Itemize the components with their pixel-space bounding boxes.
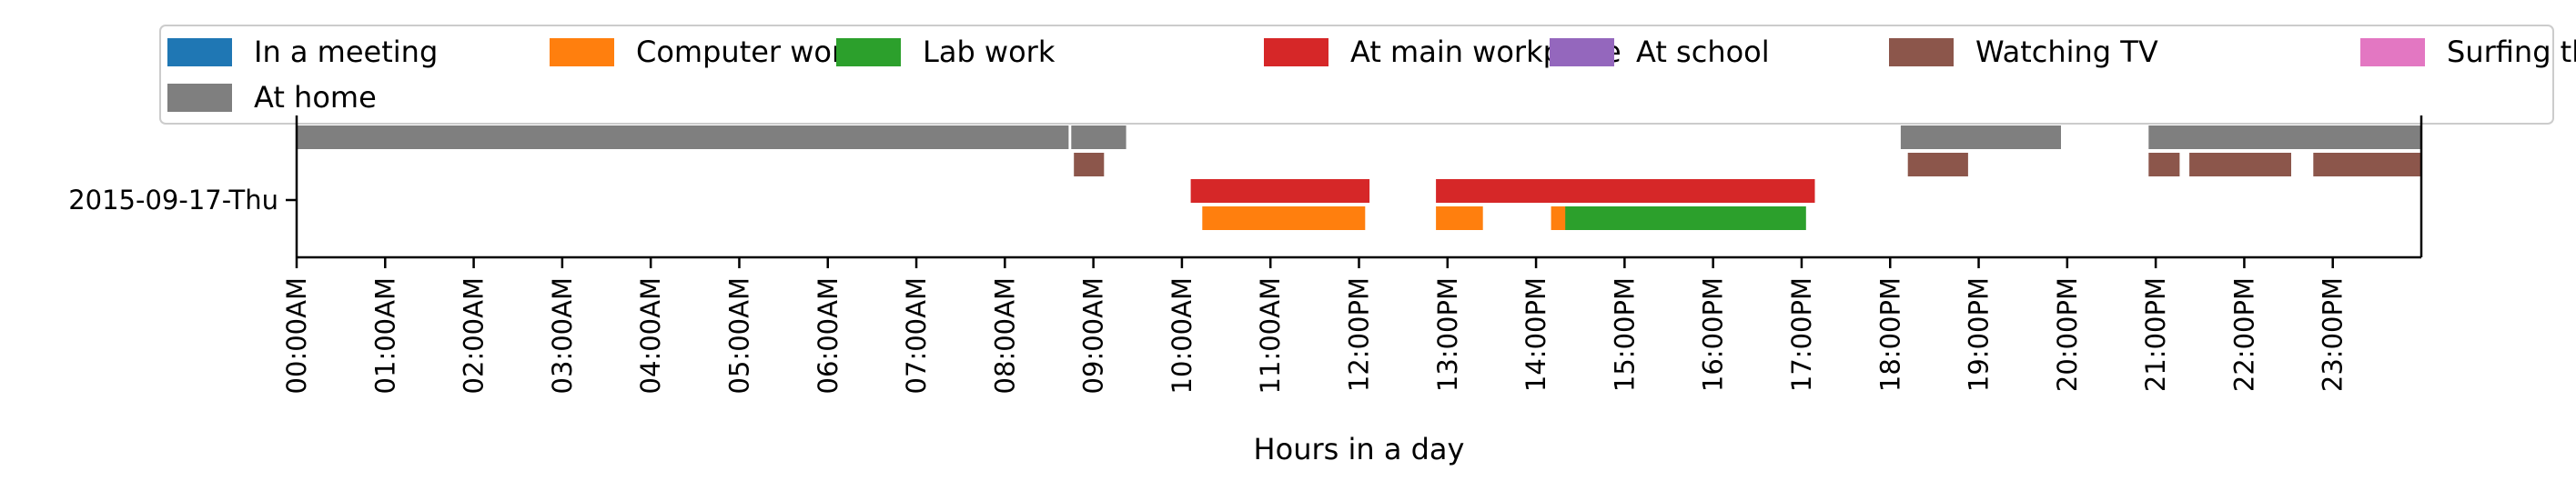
x-tick-label: 04:00AM	[635, 277, 666, 394]
axes: 00:00AM 01:00AM 02:00AM 03:00AM 04:00AM 05:00…	[68, 115, 2423, 394]
bar-watching-tv-0	[1074, 153, 1105, 176]
x-tick-label: 11:00AM	[1255, 277, 1286, 394]
bar-computer-work-1	[1436, 206, 1483, 230]
bar-lab-work-0	[1565, 206, 1806, 230]
x-tick-label: 14:00PM	[1520, 277, 1551, 392]
legend-label: Surfing the internet	[2447, 35, 2576, 69]
x-tick-label: 03:00AM	[547, 277, 578, 394]
x-tick-label: 05:00AM	[723, 277, 754, 394]
bar-computer-work-0	[1202, 206, 1366, 230]
x-tick-label: 17:00PM	[1786, 277, 1817, 392]
x-tick-label: 13:00PM	[1432, 277, 1463, 392]
legend-label: At school	[1636, 35, 1770, 69]
x-tick-label: 12:00PM	[1344, 277, 1375, 392]
activity-bars	[297, 125, 2421, 230]
legend-swatch	[2360, 38, 2425, 66]
legend-swatch	[1889, 38, 1954, 66]
legend-label: In a meeting	[254, 35, 438, 69]
legend-swatch	[167, 84, 232, 112]
bar-watching-tv-3	[2189, 153, 2291, 176]
x-tick-label: 06:00AM	[813, 277, 844, 394]
x-tick-label: 15:00PM	[1609, 277, 1640, 392]
bar-at-home-3	[2148, 125, 2421, 149]
legend-swatch	[1264, 38, 1328, 66]
legend-swatch	[1550, 38, 1614, 66]
x-tick-label: 01:00AM	[369, 277, 400, 394]
bar-at-home-1	[1071, 125, 1126, 149]
x-tick-label: 02:00AM	[459, 277, 490, 394]
legend-frame	[159, 25, 2554, 125]
legend-swatch	[836, 38, 901, 66]
x-axis-label: Hours in a day	[1254, 432, 1465, 466]
x-tick-label: 07:00AM	[901, 277, 932, 394]
x-tick-label: 18:00PM	[1874, 277, 1905, 392]
x-tick-label: 09:00AM	[1078, 277, 1109, 394]
legend-label: Computer work	[636, 35, 861, 69]
legend-swatch	[167, 38, 232, 66]
legend: In a meeting Computer work Lab work At main…	[159, 25, 2576, 125]
y-tick-label: 2015-09-17-Thu	[68, 185, 278, 215]
x-tick-label: 08:00AM	[989, 277, 1020, 394]
x-tick-label: 22:00PM	[2228, 277, 2259, 392]
bar-watching-tv-2	[2148, 153, 2180, 176]
legend-label: Lab work	[923, 35, 1056, 69]
x-tick-label: 00:00AM	[281, 277, 312, 394]
bar-at-home-2	[1900, 125, 2061, 149]
bar-at-main-workplace-0	[1190, 179, 1370, 203]
bar-at-home-0	[297, 125, 1069, 149]
x-tick-label: 23:00PM	[2318, 277, 2349, 392]
x-tick-label: 20:00PM	[2052, 277, 2083, 392]
legend-swatch	[550, 38, 614, 66]
legend-label: At home	[254, 80, 377, 115]
x-tick-label: 19:00PM	[1964, 277, 1995, 392]
bar-computer-work-2	[1551, 206, 1570, 230]
x-tick-label: 10:00AM	[1167, 277, 1197, 394]
x-tick-label: 16:00PM	[1698, 277, 1729, 392]
x-tick-label: 21:00PM	[2140, 277, 2171, 392]
legend-label: Watching TV	[1975, 35, 2158, 69]
bar-watching-tv-4	[2313, 153, 2421, 176]
bar-watching-tv-1	[1907, 153, 1968, 176]
bar-at-main-workplace-1	[1436, 179, 1815, 203]
